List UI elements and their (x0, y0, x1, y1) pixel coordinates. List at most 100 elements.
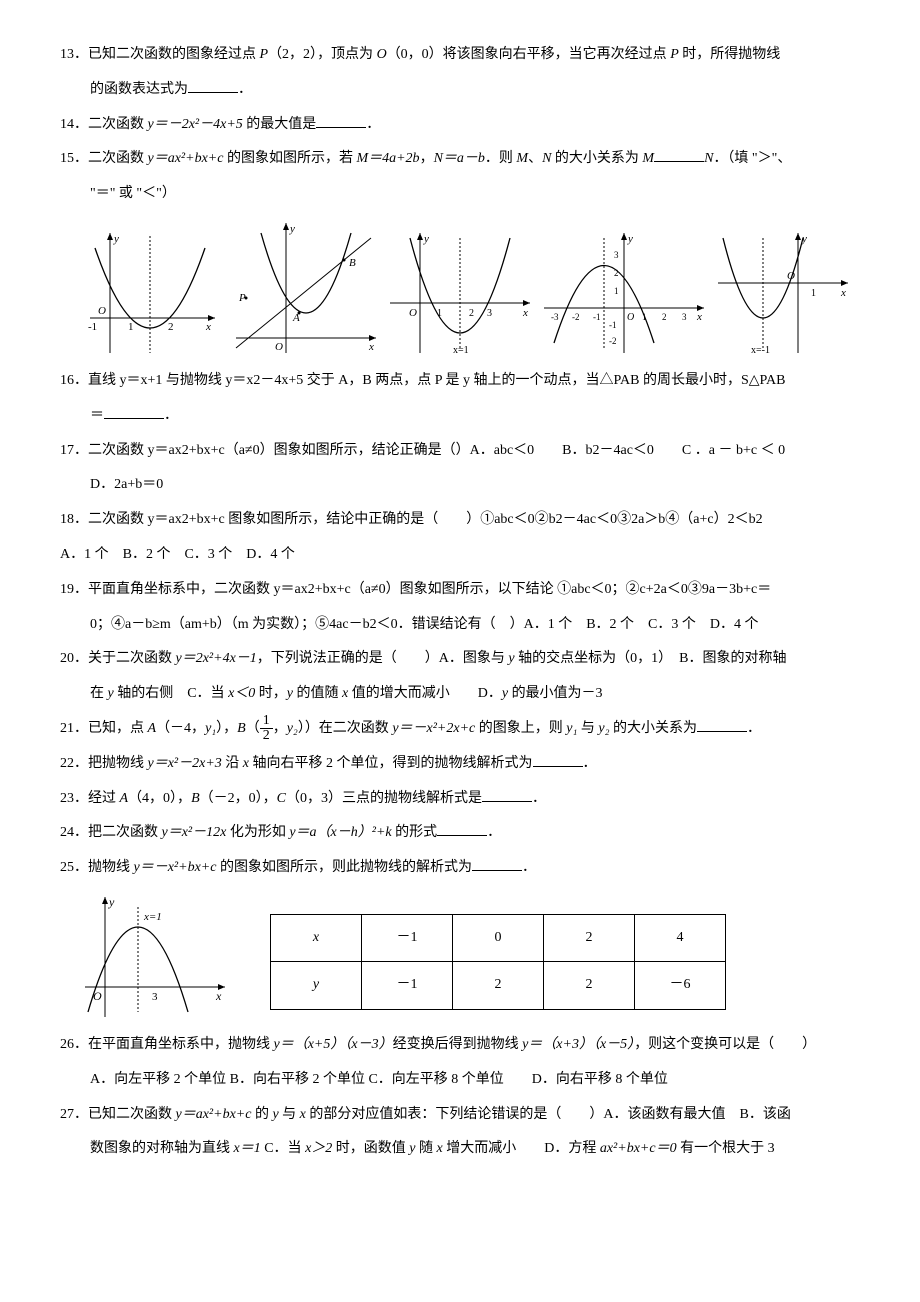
q20-num: 20． (60, 651, 88, 666)
fraction: 12 (260, 714, 273, 743)
q18-num: 18． (60, 512, 88, 527)
svg-text:1: 1 (128, 321, 134, 333)
question-26: 26．在平面直角坐标系中，抛物线 y＝（x+5）（x－3）经变换后得到抛物线 y… (60, 1030, 860, 1061)
blank-input[interactable] (316, 113, 366, 128)
svg-text:-3: -3 (551, 312, 559, 322)
svg-text:x: x (215, 989, 222, 1003)
svg-text:x: x (205, 321, 211, 333)
q24-num: 24． (60, 825, 88, 840)
q13-num: 13． (60, 47, 88, 62)
question-20-line2: 在 y 轴的右侧 C．当 x＜0 时，y 的值随 x 值的增大而减小 D．y 的… (60, 679, 860, 710)
svg-text:-1: -1 (88, 321, 97, 333)
q14-num: 14． (60, 117, 88, 132)
q22-num: 22． (60, 756, 88, 771)
blank-input[interactable] (437, 821, 487, 836)
table-cell: 2 (544, 914, 635, 962)
svg-text:2: 2 (614, 268, 619, 278)
q26-num: 26． (60, 1037, 88, 1052)
graph-5: y x O 1 x=-1 (713, 228, 860, 358)
svg-text:O: O (787, 270, 795, 282)
q25-data-table: x －1 0 2 4 y －1 2 2 －6 (270, 914, 726, 1011)
question-15-line2: "＝" 或 "＜"） (60, 179, 860, 210)
blank-input[interactable] (533, 752, 583, 767)
svg-text:x=-1: x=-1 (751, 345, 770, 356)
question-16: 16．直线 y＝x+1 与抛物线 y＝x2－4x+5 交于 A，B 两点，点 P… (60, 366, 860, 397)
svg-text:1: 1 (811, 288, 816, 299)
blank-input[interactable] (482, 787, 532, 802)
question-18-line2: A．1 个 B．2 个 C．3 个 D．4 个 (60, 540, 860, 571)
question-23: 23．经过 A（4，0），B（－2，0），C（0，3）三点的抛物线解析式是． (60, 784, 860, 815)
q25-figure-row: y x O 3 x=1 x －1 0 2 4 y －1 2 2 －6 (80, 892, 860, 1022)
blank-input[interactable] (472, 856, 522, 871)
q16-num: 16． (60, 373, 88, 388)
question-19: 19．平面直角坐标系中，二次函数 y＝ax2+bx+c（a≠0）图象如图所示，以… (60, 575, 860, 606)
blank-input[interactable] (697, 717, 747, 732)
table-header-x: x (271, 914, 362, 962)
question-27: 27．已知二次函数 y＝ax²+bx+c 的 y 与 x 的部分对应值如表：下列… (60, 1100, 860, 1131)
question-26-line2: A．向左平移 2 个单位 B．向右平移 2 个单位 C．向左平移 8 个单位 D… (60, 1065, 860, 1096)
question-20: 20．关于二次函数 y＝2x²+4x－1，下列说法正确的是（ ）A．图象与 y … (60, 644, 860, 675)
graph-1: y x O -1 1 2 (80, 228, 227, 358)
table-cell: －1 (362, 914, 453, 962)
table-cell: 4 (635, 914, 726, 962)
svg-text:2: 2 (662, 312, 667, 322)
graph-2: y x O A B P (231, 218, 381, 358)
question-13-line2: 的函数表达式为． (60, 75, 860, 106)
svg-text:1: 1 (437, 308, 442, 319)
question-15: 15．二次函数 y＝ax²+bx+c 的图象如图所示，若 M＝4a+2b，N＝a… (60, 144, 860, 175)
svg-text:x: x (840, 287, 846, 299)
svg-text:y: y (289, 223, 295, 235)
graph-3: y x O 1 2 3 x=1 (385, 228, 535, 358)
svg-text:y: y (113, 233, 119, 245)
q19-num: 19． (60, 582, 88, 597)
q21-num: 21． (60, 721, 88, 736)
q15-num: 15． (60, 151, 88, 166)
q23-num: 23． (60, 791, 88, 806)
svg-text:y: y (801, 233, 807, 245)
question-24: 24．把二次函数 y＝x²－12x 化为形如 y＝a（x－h）²+k 的形式． (60, 818, 860, 849)
svg-text:-2: -2 (609, 336, 617, 346)
question-18: 18．二次函数 y＝ax2+bx+c 图象如图所示，结论中正确的是（ ）①abc… (60, 505, 860, 536)
svg-text:O: O (627, 312, 634, 323)
question-27-line2: 数图象的对称轴为直线 x＝1 C．当 x＞2 时，函数值 y 随 x 增大而减小… (60, 1134, 860, 1165)
blank-input[interactable] (654, 147, 704, 162)
svg-text:y: y (627, 233, 633, 245)
svg-text:y: y (423, 233, 429, 245)
svg-text:O: O (409, 307, 417, 319)
svg-text:-2: -2 (572, 312, 580, 322)
table-cell: 2 (453, 962, 544, 1010)
question-25: 25．抛物线 y＝－x²+bx+c 的图象如图所示，则此抛物线的解析式为． (60, 853, 860, 884)
svg-text:2: 2 (168, 321, 174, 333)
table-cell: 2 (544, 962, 635, 1010)
table-cell: 0 (453, 914, 544, 962)
svg-text:O: O (98, 305, 106, 317)
blank-input[interactable] (188, 78, 238, 93)
table-header-y: y (271, 962, 362, 1010)
blank-input[interactable] (104, 404, 164, 419)
svg-text:3: 3 (682, 312, 687, 322)
svg-text:3: 3 (614, 250, 619, 260)
question-14: 14．二次函数 y＝－2x²－4x+5 的最大值是． (60, 110, 860, 141)
q25-graph: y x O 3 x=1 (80, 892, 230, 1022)
graphs-row: y x O -1 1 2 y x O A B P (80, 218, 860, 358)
svg-text:x: x (522, 307, 528, 319)
table-cell: －1 (362, 962, 453, 1010)
question-21: 21．已知，点 A（－4，y₁），B（12，y₂））在二次函数 y＝－x²+2x… (60, 714, 860, 745)
svg-text:x=1: x=1 (453, 345, 469, 356)
svg-text:y: y (108, 895, 115, 909)
svg-text:x: x (696, 311, 702, 323)
svg-text:1: 1 (614, 286, 619, 296)
question-22: 22．把抛物线 y＝x²－2x+3 沿 x 轴向右平移 2 个单位，得到的抛物线… (60, 749, 860, 780)
svg-text:2: 2 (469, 308, 474, 319)
question-13: 13．已知二次函数的图象经过点 P（2，2），顶点为 O（0，0）将该图象向右平… (60, 40, 860, 71)
svg-text:1: 1 (642, 312, 647, 322)
svg-text:-1: -1 (593, 312, 601, 322)
svg-text:3: 3 (152, 991, 158, 1003)
svg-text:O: O (275, 341, 283, 353)
graph-4: y x O -3 -2 -1 1 2 3 3 2 1 -1 -2 (539, 228, 709, 358)
question-17-line2: D．2a+b＝0 (60, 470, 860, 501)
question-17: 17．二次函数 y＝ax2+bx+c（a≠0）图象如图所示，结论正确是（）A．a… (60, 436, 860, 467)
question-16-line2: ＝． (60, 401, 860, 432)
svg-text:x: x (368, 341, 374, 353)
question-19-line2: 0；④a－b≥m（am+b）（m 为实数）；⑤4ac－b2＜0．错误结论有（ ）… (60, 610, 860, 641)
